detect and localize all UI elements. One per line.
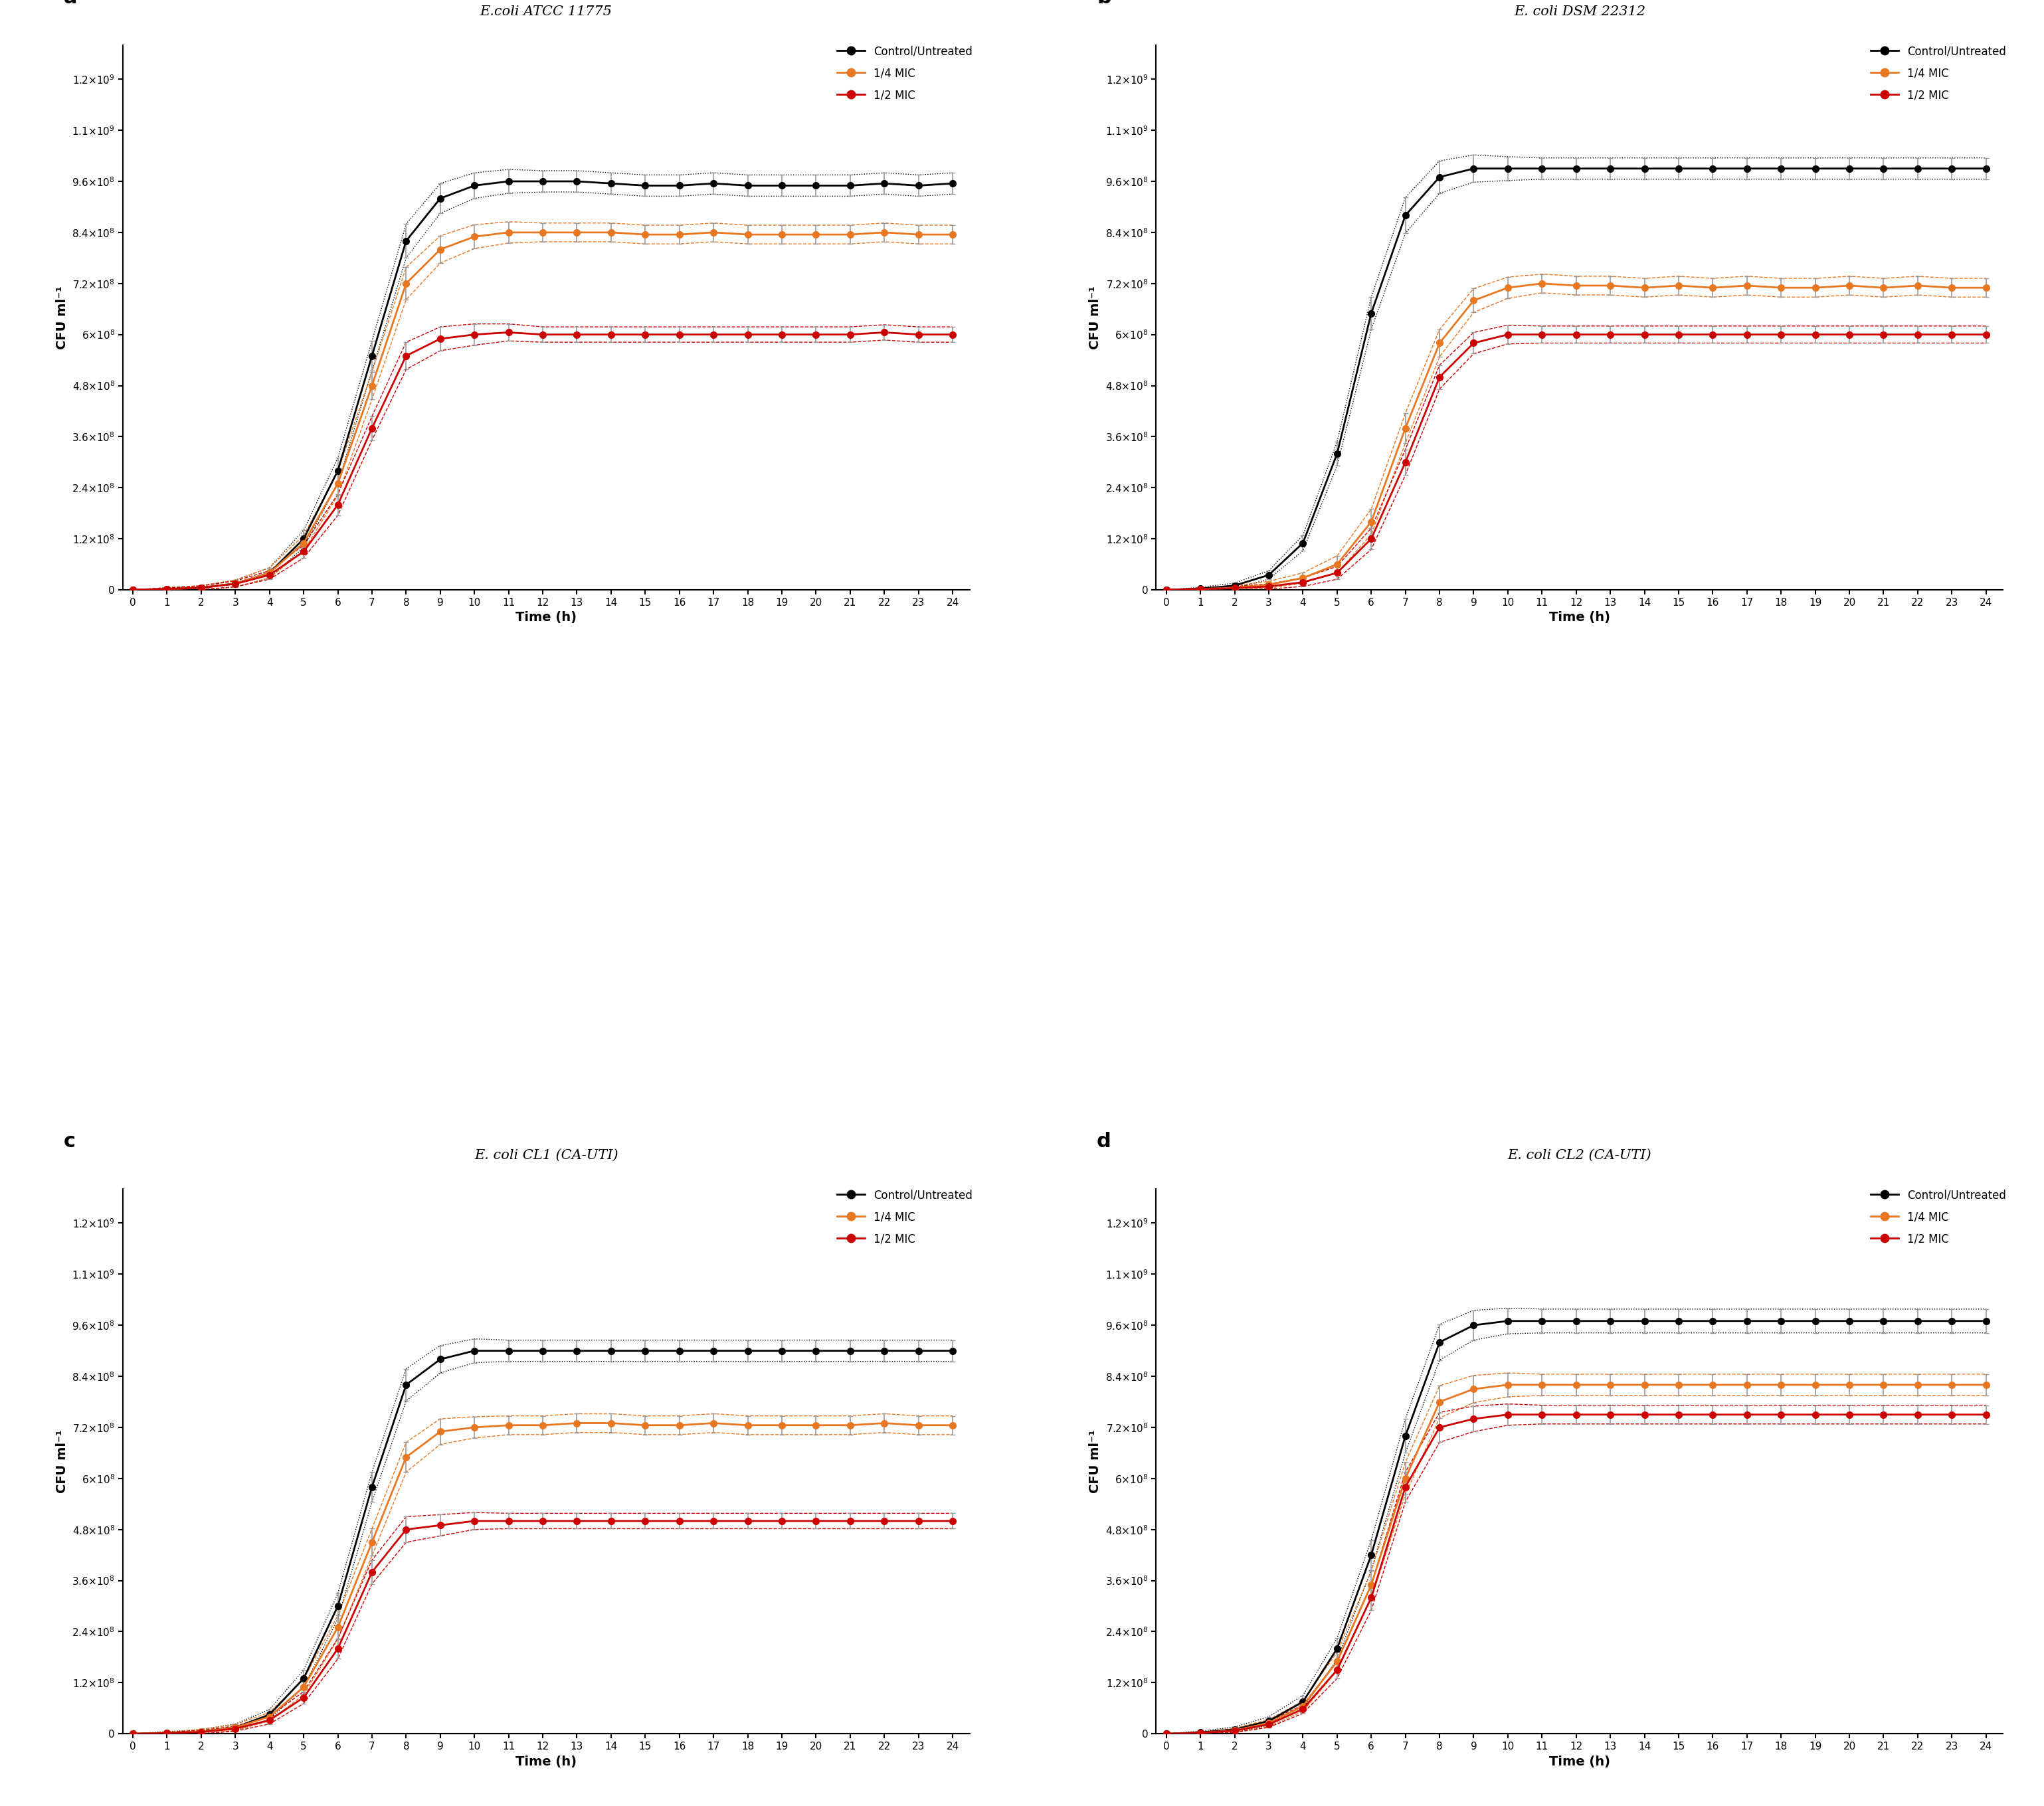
Text: d: d [1098, 1132, 1112, 1150]
Legend: Control/Untreated, 1/4 MIC, 1/2 MIC: Control/Untreated, 1/4 MIC, 1/2 MIC [1870, 1188, 2005, 1244]
Y-axis label: CFU ml⁻¹: CFU ml⁻¹ [1089, 1430, 1102, 1494]
Y-axis label: CFU ml⁻¹: CFU ml⁻¹ [1089, 285, 1102, 349]
Y-axis label: CFU ml⁻¹: CFU ml⁻¹ [55, 1430, 67, 1494]
Legend: Control/Untreated, 1/4 MIC, 1/2 MIC: Control/Untreated, 1/4 MIC, 1/2 MIC [838, 1188, 973, 1244]
Legend: Control/Untreated, 1/4 MIC, 1/2 MIC: Control/Untreated, 1/4 MIC, 1/2 MIC [1870, 45, 2005, 101]
X-axis label: Time (h): Time (h) [515, 1755, 576, 1768]
Text: b: b [1098, 0, 1112, 7]
Text: c: c [63, 1132, 76, 1150]
Text: E. coli DSM 22312: E. coli DSM 22312 [1515, 5, 1645, 18]
X-axis label: Time (h): Time (h) [1549, 612, 1611, 625]
Text: E. coli CL2 (CA-UTI): E. coli CL2 (CA-UTI) [1508, 1149, 1652, 1161]
Text: E. coli CL1 (CA-UTI): E. coli CL1 (CA-UTI) [474, 1149, 617, 1161]
Text: a: a [63, 0, 78, 7]
Text: E.coli ATCC 11775: E.coli ATCC 11775 [480, 5, 613, 18]
Y-axis label: CFU ml⁻¹: CFU ml⁻¹ [55, 285, 67, 349]
Legend: Control/Untreated, 1/4 MIC, 1/2 MIC: Control/Untreated, 1/4 MIC, 1/2 MIC [838, 45, 973, 101]
X-axis label: Time (h): Time (h) [1549, 1755, 1611, 1768]
X-axis label: Time (h): Time (h) [515, 612, 576, 625]
